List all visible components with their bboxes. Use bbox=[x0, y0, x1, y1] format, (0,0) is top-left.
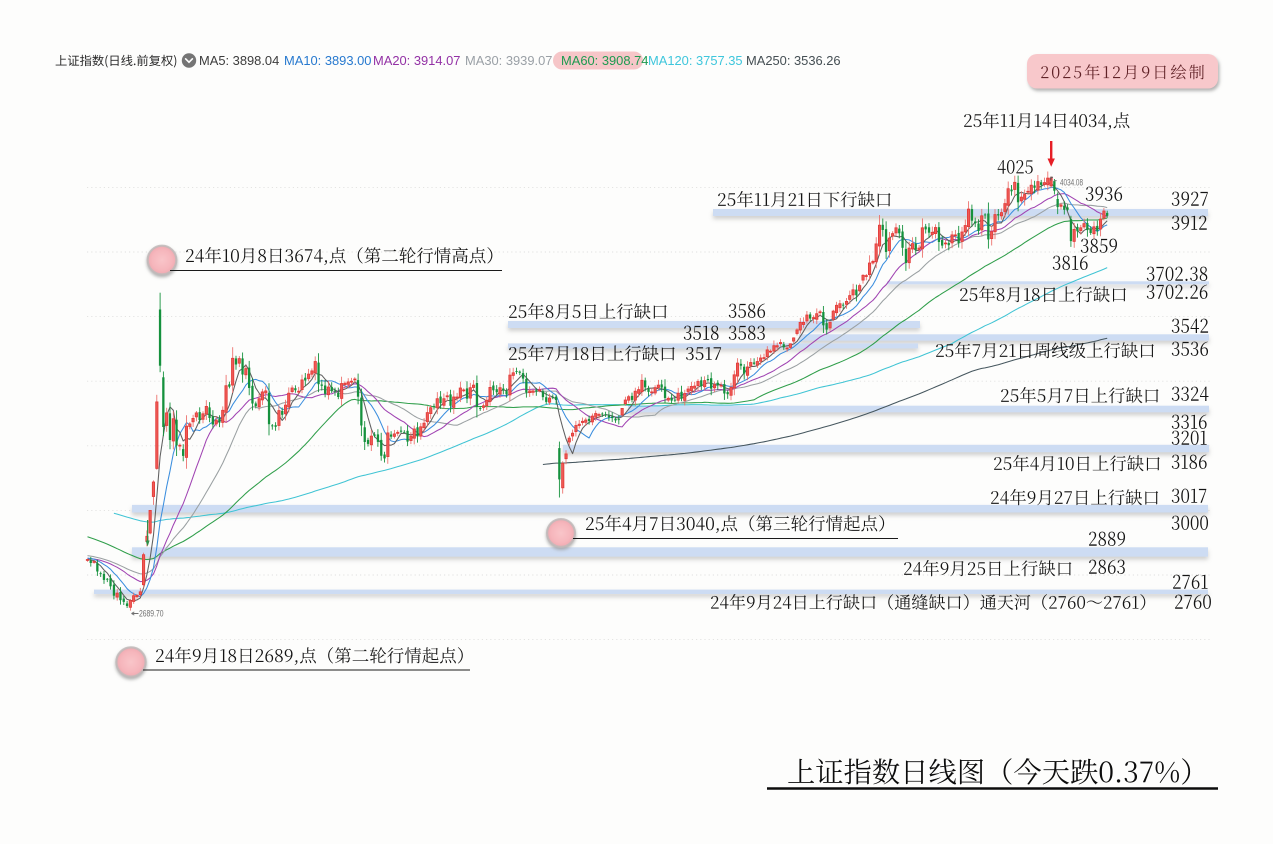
svg-text:MA250: 3536.26: MA250: 3536.26 bbox=[746, 53, 841, 68]
svg-text:MA5: 3898.04: MA5: 3898.04 bbox=[199, 53, 279, 68]
svg-text:4034.08: 4034.08 bbox=[1060, 178, 1083, 188]
svg-text:MA10: 3893.00: MA10: 3893.00 bbox=[284, 53, 371, 68]
svg-text:MA20: 3914.07: MA20: 3914.07 bbox=[373, 53, 460, 68]
svg-text:MA120: 3757.35: MA120: 3757.35 bbox=[648, 53, 743, 68]
svg-text:MA30: 3939.07: MA30: 3939.07 bbox=[465, 53, 552, 68]
svg-text:MA60: 3908.74: MA60: 3908.74 bbox=[561, 53, 648, 68]
svg-text:2689.70: 2689.70 bbox=[139, 609, 164, 619]
